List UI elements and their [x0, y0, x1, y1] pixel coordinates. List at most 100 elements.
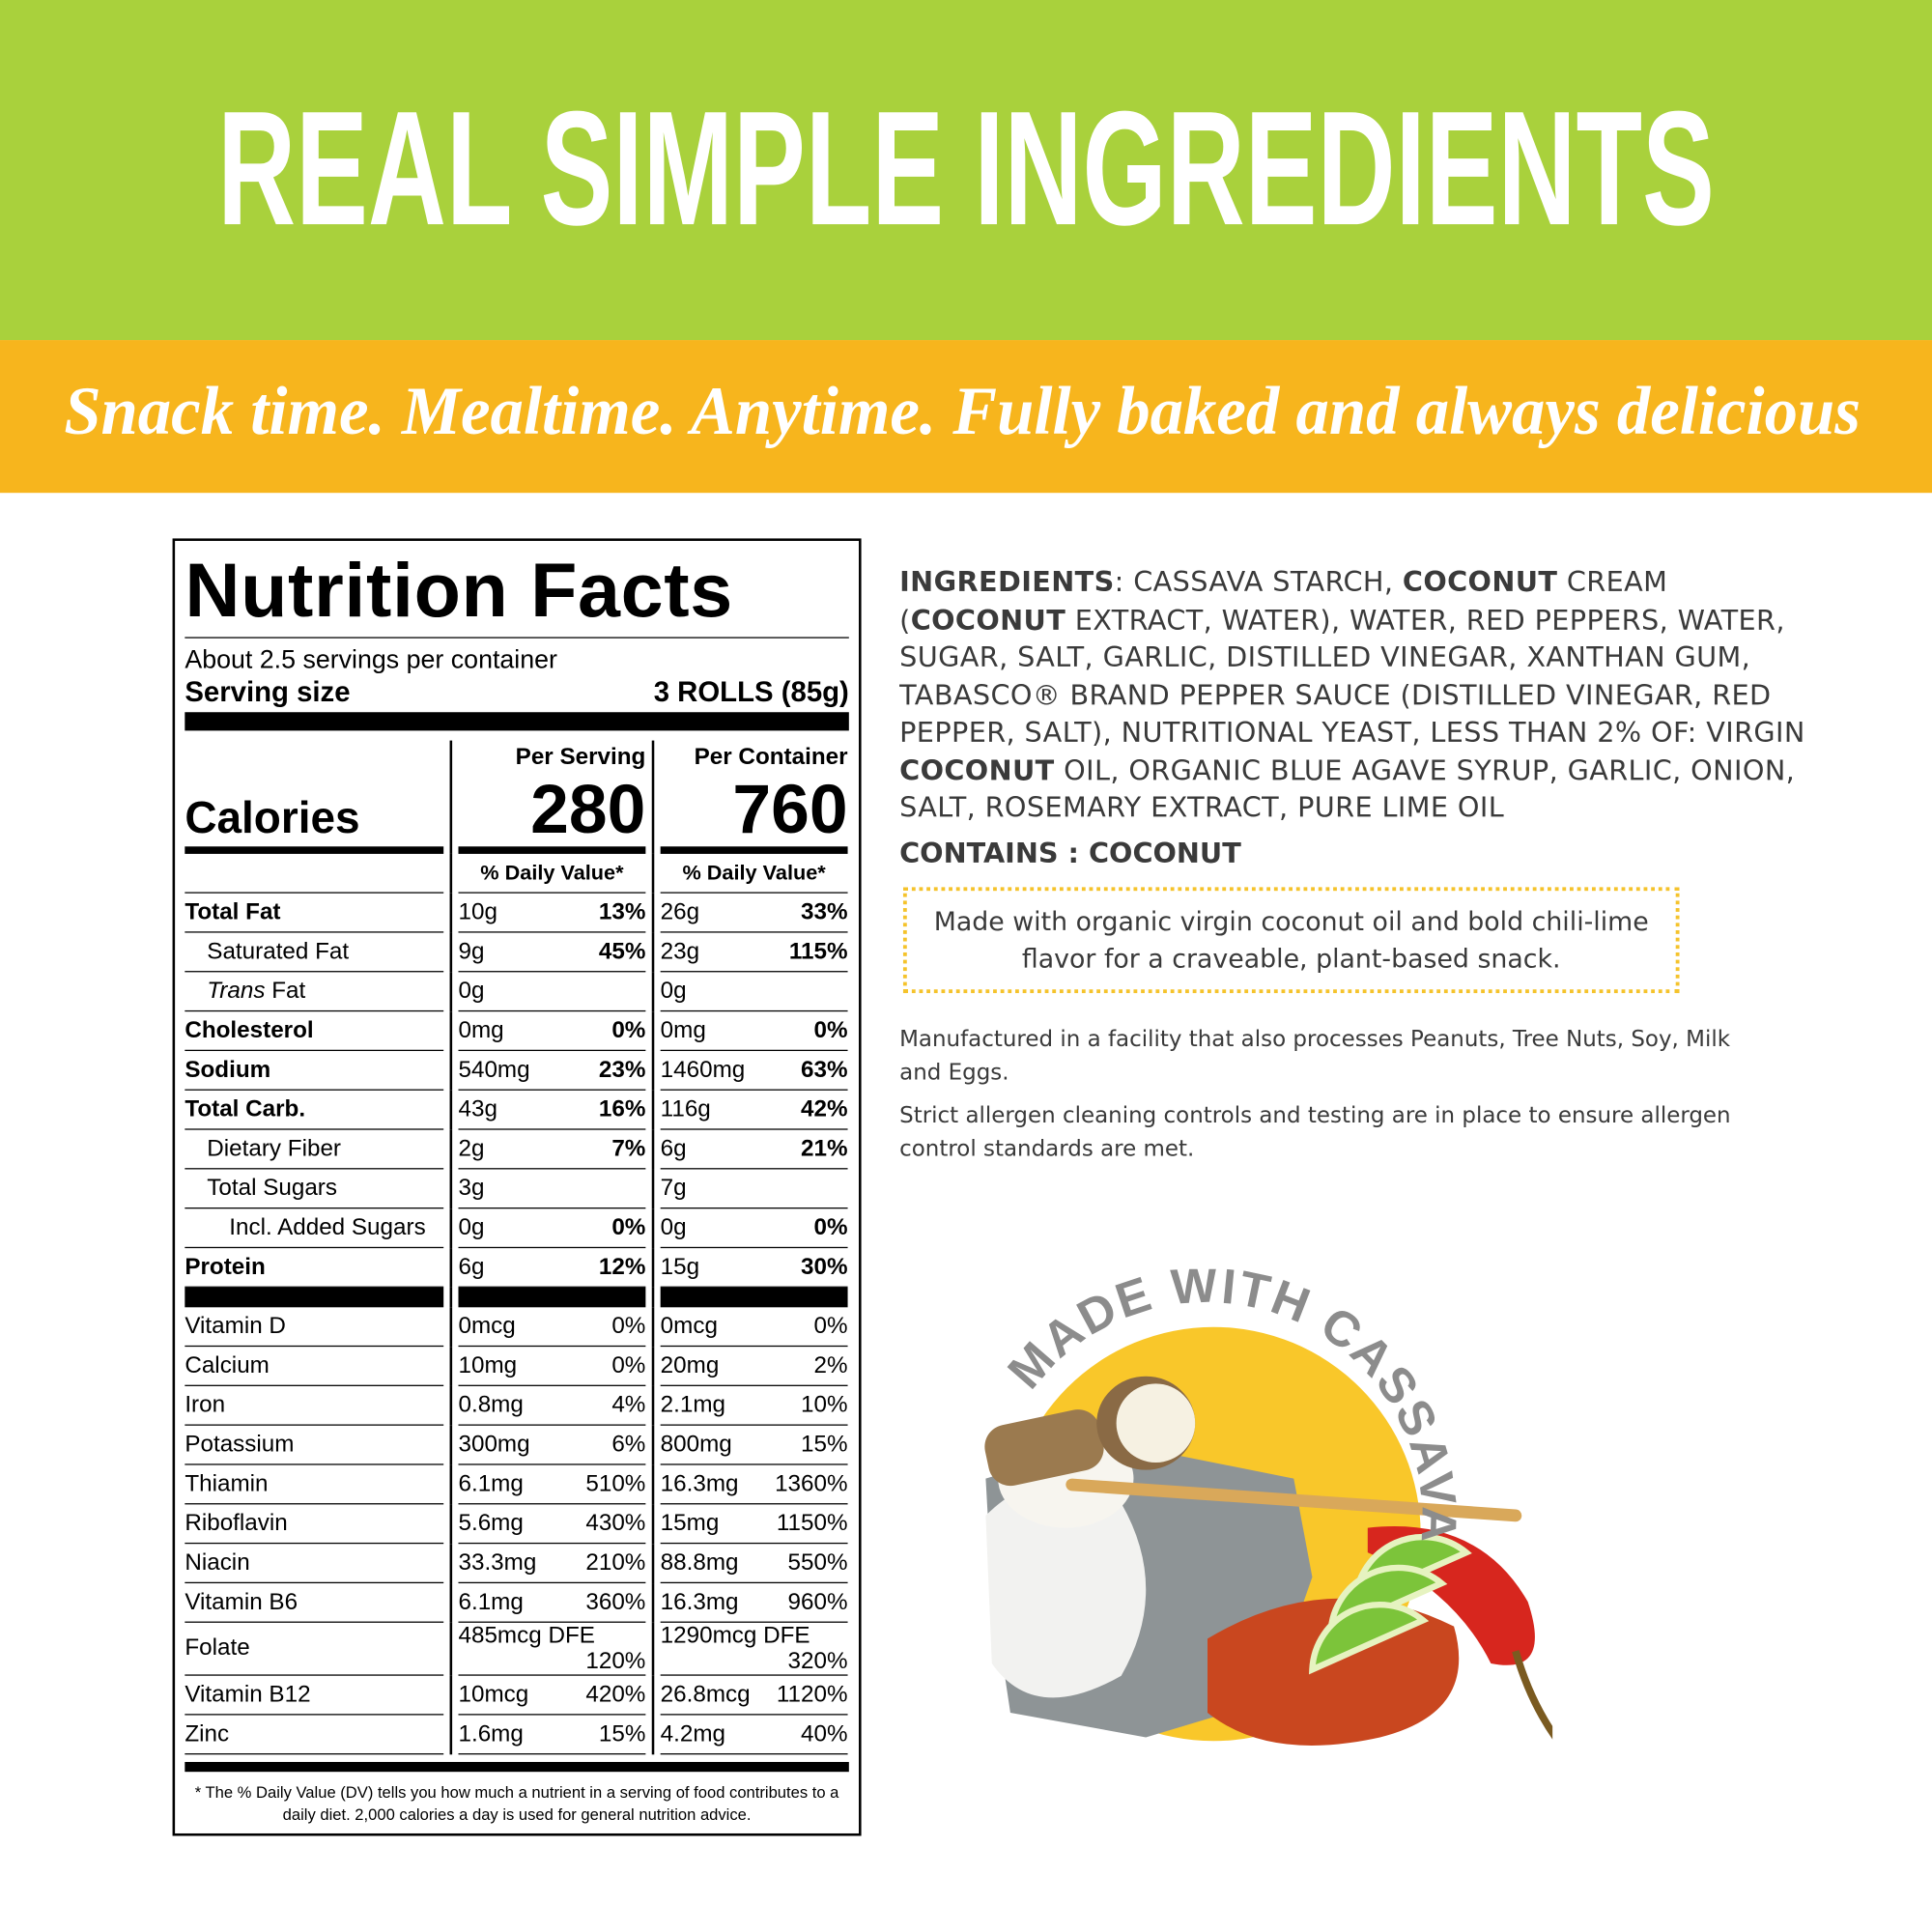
daily-value: 10%: [801, 1392, 848, 1419]
nutrient-label-text: Vitamin D: [185, 1313, 286, 1339]
dv-header: % Daily Value*: [458, 854, 646, 894]
ingredients-segment: COCONUT: [899, 754, 1055, 787]
amount: 43g: [458, 1096, 497, 1122]
daily-value: 1360%: [775, 1470, 848, 1497]
column: 15mg 1150%: [651, 1504, 848, 1545]
servings-per-container: About 2.5 servings per container: [185, 645, 557, 674]
daily-value: 6%: [611, 1432, 646, 1458]
column: 0g 0%: [651, 1208, 848, 1249]
nutrient-row: Total Sugars 3g 7g: [185, 1169, 848, 1209]
nutrient-cell: 23g 115%: [660, 933, 848, 973]
nutrient-cell: 26g 33%: [660, 894, 848, 933]
ingredients-text: INGREDIENTS: CASSAVA STARCH, COCONUT CRE…: [899, 564, 1835, 827]
amount: 0.8mg: [458, 1392, 524, 1419]
nutrient-row: Niacin 33.3mg 210% 88.8mg 550%: [185, 1544, 848, 1584]
nutrient-cell: 540mg 23%: [458, 1051, 646, 1091]
daily-value: 4%: [611, 1392, 646, 1419]
nutrient-label: Riboflavin: [185, 1504, 444, 1545]
nutrient-cell: 1.6mg 15%: [458, 1716, 646, 1755]
nutrient-row: Zinc 1.6mg 15% 4.2mg 40%: [185, 1715, 848, 1755]
amount: 6g: [458, 1254, 485, 1281]
column: Per Container 760: [651, 740, 848, 854]
dv-header: % Daily Value*: [660, 854, 848, 894]
nutrient-row: Thiamin 6.1mg 510% 16.3mg 1360%: [185, 1464, 848, 1505]
footnote: * The % Daily Value (DV) tells you how m…: [194, 1782, 839, 1824]
nutrient-cell: 10g 13%: [458, 894, 646, 933]
column: 116g 42%: [651, 1090, 848, 1130]
nutrient-cell: 0mg 0%: [660, 1011, 848, 1052]
nutrient-label: Niacin: [185, 1544, 444, 1584]
daily-value: 210%: [585, 1549, 646, 1577]
nutrient-label: Protein: [185, 1248, 444, 1288]
nutrient-label: Total Sugars: [185, 1169, 444, 1209]
column: 88.8mg 550%: [651, 1544, 848, 1584]
daily-value: 16%: [598, 1096, 646, 1122]
column-header: Per Container: [694, 744, 848, 771]
tagline-svg: Snack time. Mealtime. Anytime. Fully bak…: [64, 373, 1861, 449]
nutrient-row: Vitamin D 0mcg 0% 0mcg 0%: [185, 1307, 848, 1348]
badge: MADE WITH CASSAVA: [984, 1269, 1553, 1746]
amount: 16.3mg: [660, 1589, 739, 1616]
column: 1.6mg 15%: [449, 1715, 646, 1755]
nutrient-cell: 20mg 2%: [660, 1347, 848, 1386]
amount: 0g: [458, 1214, 485, 1241]
daily-value: 21%: [801, 1136, 848, 1162]
daily-value: 13%: [598, 899, 646, 925]
column: 1290mcg DFE 320%: [651, 1622, 848, 1676]
nutrient-cell: 1290mcg DFE 320%: [660, 1622, 848, 1676]
nutrient-cell: 15g 30%: [660, 1248, 848, 1288]
nutrient-label-text: Vitamin B6: [185, 1588, 298, 1615]
nutrient-cell: 15mg 1150%: [660, 1504, 848, 1545]
nutrient-label: Zinc: [185, 1716, 444, 1755]
serving-size-label: Serving size: [185, 674, 351, 708]
lime: [1309, 1602, 1430, 1675]
amount: 9g: [458, 938, 485, 965]
amount: 1290mcg DFE: [660, 1622, 810, 1649]
daily-value: 33%: [801, 899, 848, 925]
amount: 1460mg: [660, 1057, 746, 1084]
column: 33.3mg 210%: [449, 1544, 646, 1584]
column: 6.1mg 510%: [449, 1464, 646, 1505]
daily-value: 45%: [598, 938, 646, 965]
nutrient-label-text: Folate: [185, 1634, 250, 1662]
daily-value: 0%: [813, 1313, 848, 1340]
column: 23g 115%: [651, 932, 848, 973]
amount: 116g: [660, 1096, 711, 1122]
nutrient-cell: 1460mg 63%: [660, 1051, 848, 1091]
column: 26.8mcg 1120%: [651, 1675, 848, 1716]
nutrient-label-text: Potassium: [185, 1431, 295, 1458]
amount: 16.3mg: [660, 1470, 739, 1497]
calories-row: Calories Per Serving 280 Per Container 760: [185, 740, 848, 854]
ingredients-segment: COCONUT: [910, 604, 1066, 637]
column: 6g 12%: [449, 1248, 646, 1288]
amount: 1.6mg: [458, 1720, 524, 1747]
nutrient-cell: 0mcg 0%: [458, 1307, 646, 1348]
daily-value: 360%: [585, 1589, 646, 1616]
amount: 33.3mg: [458, 1549, 537, 1577]
chili-stem: [1512, 1650, 1553, 1740]
empty-cell: [185, 854, 444, 894]
amount: 26g: [660, 899, 700, 925]
daily-value: 23%: [598, 1057, 646, 1084]
daily-value: 120%: [585, 1648, 646, 1675]
contains: CONTAINS : COCONUT: [899, 837, 1241, 869]
nutrient-label: Incl. Added Sugars: [185, 1208, 444, 1249]
nutrient-label-text: Total Carb.: [185, 1095, 306, 1122]
tagline: Snack time. Mealtime. Anytime. Fully bak…: [64, 373, 1861, 449]
column: 800mg 15%: [651, 1425, 848, 1465]
daily-value: 30%: [801, 1254, 848, 1281]
amount: 6g: [660, 1136, 687, 1162]
nutrient-row: Vitamin B12 10mcg 420% 26.8mcg 1120%: [185, 1675, 848, 1716]
column: 6g 21%: [651, 1129, 848, 1170]
daily-value: 510%: [585, 1470, 646, 1497]
nutrient-label-text: Iron: [185, 1391, 226, 1418]
nutrient-label: Vitamin B6: [185, 1583, 444, 1623]
title: REAL SIMPLE INGREDIENTS: [217, 77, 1715, 259]
amount: 0g: [458, 978, 485, 1005]
nutrient-cell: 10mcg 420%: [458, 1676, 646, 1716]
nutrient-label: Thiamin: [185, 1465, 444, 1505]
header-band: REAL SIMPLE INGREDIENTS: [0, 0, 1932, 341]
column: % Daily Value*: [449, 853, 646, 894]
column: 0mg 0%: [651, 1011, 848, 1052]
